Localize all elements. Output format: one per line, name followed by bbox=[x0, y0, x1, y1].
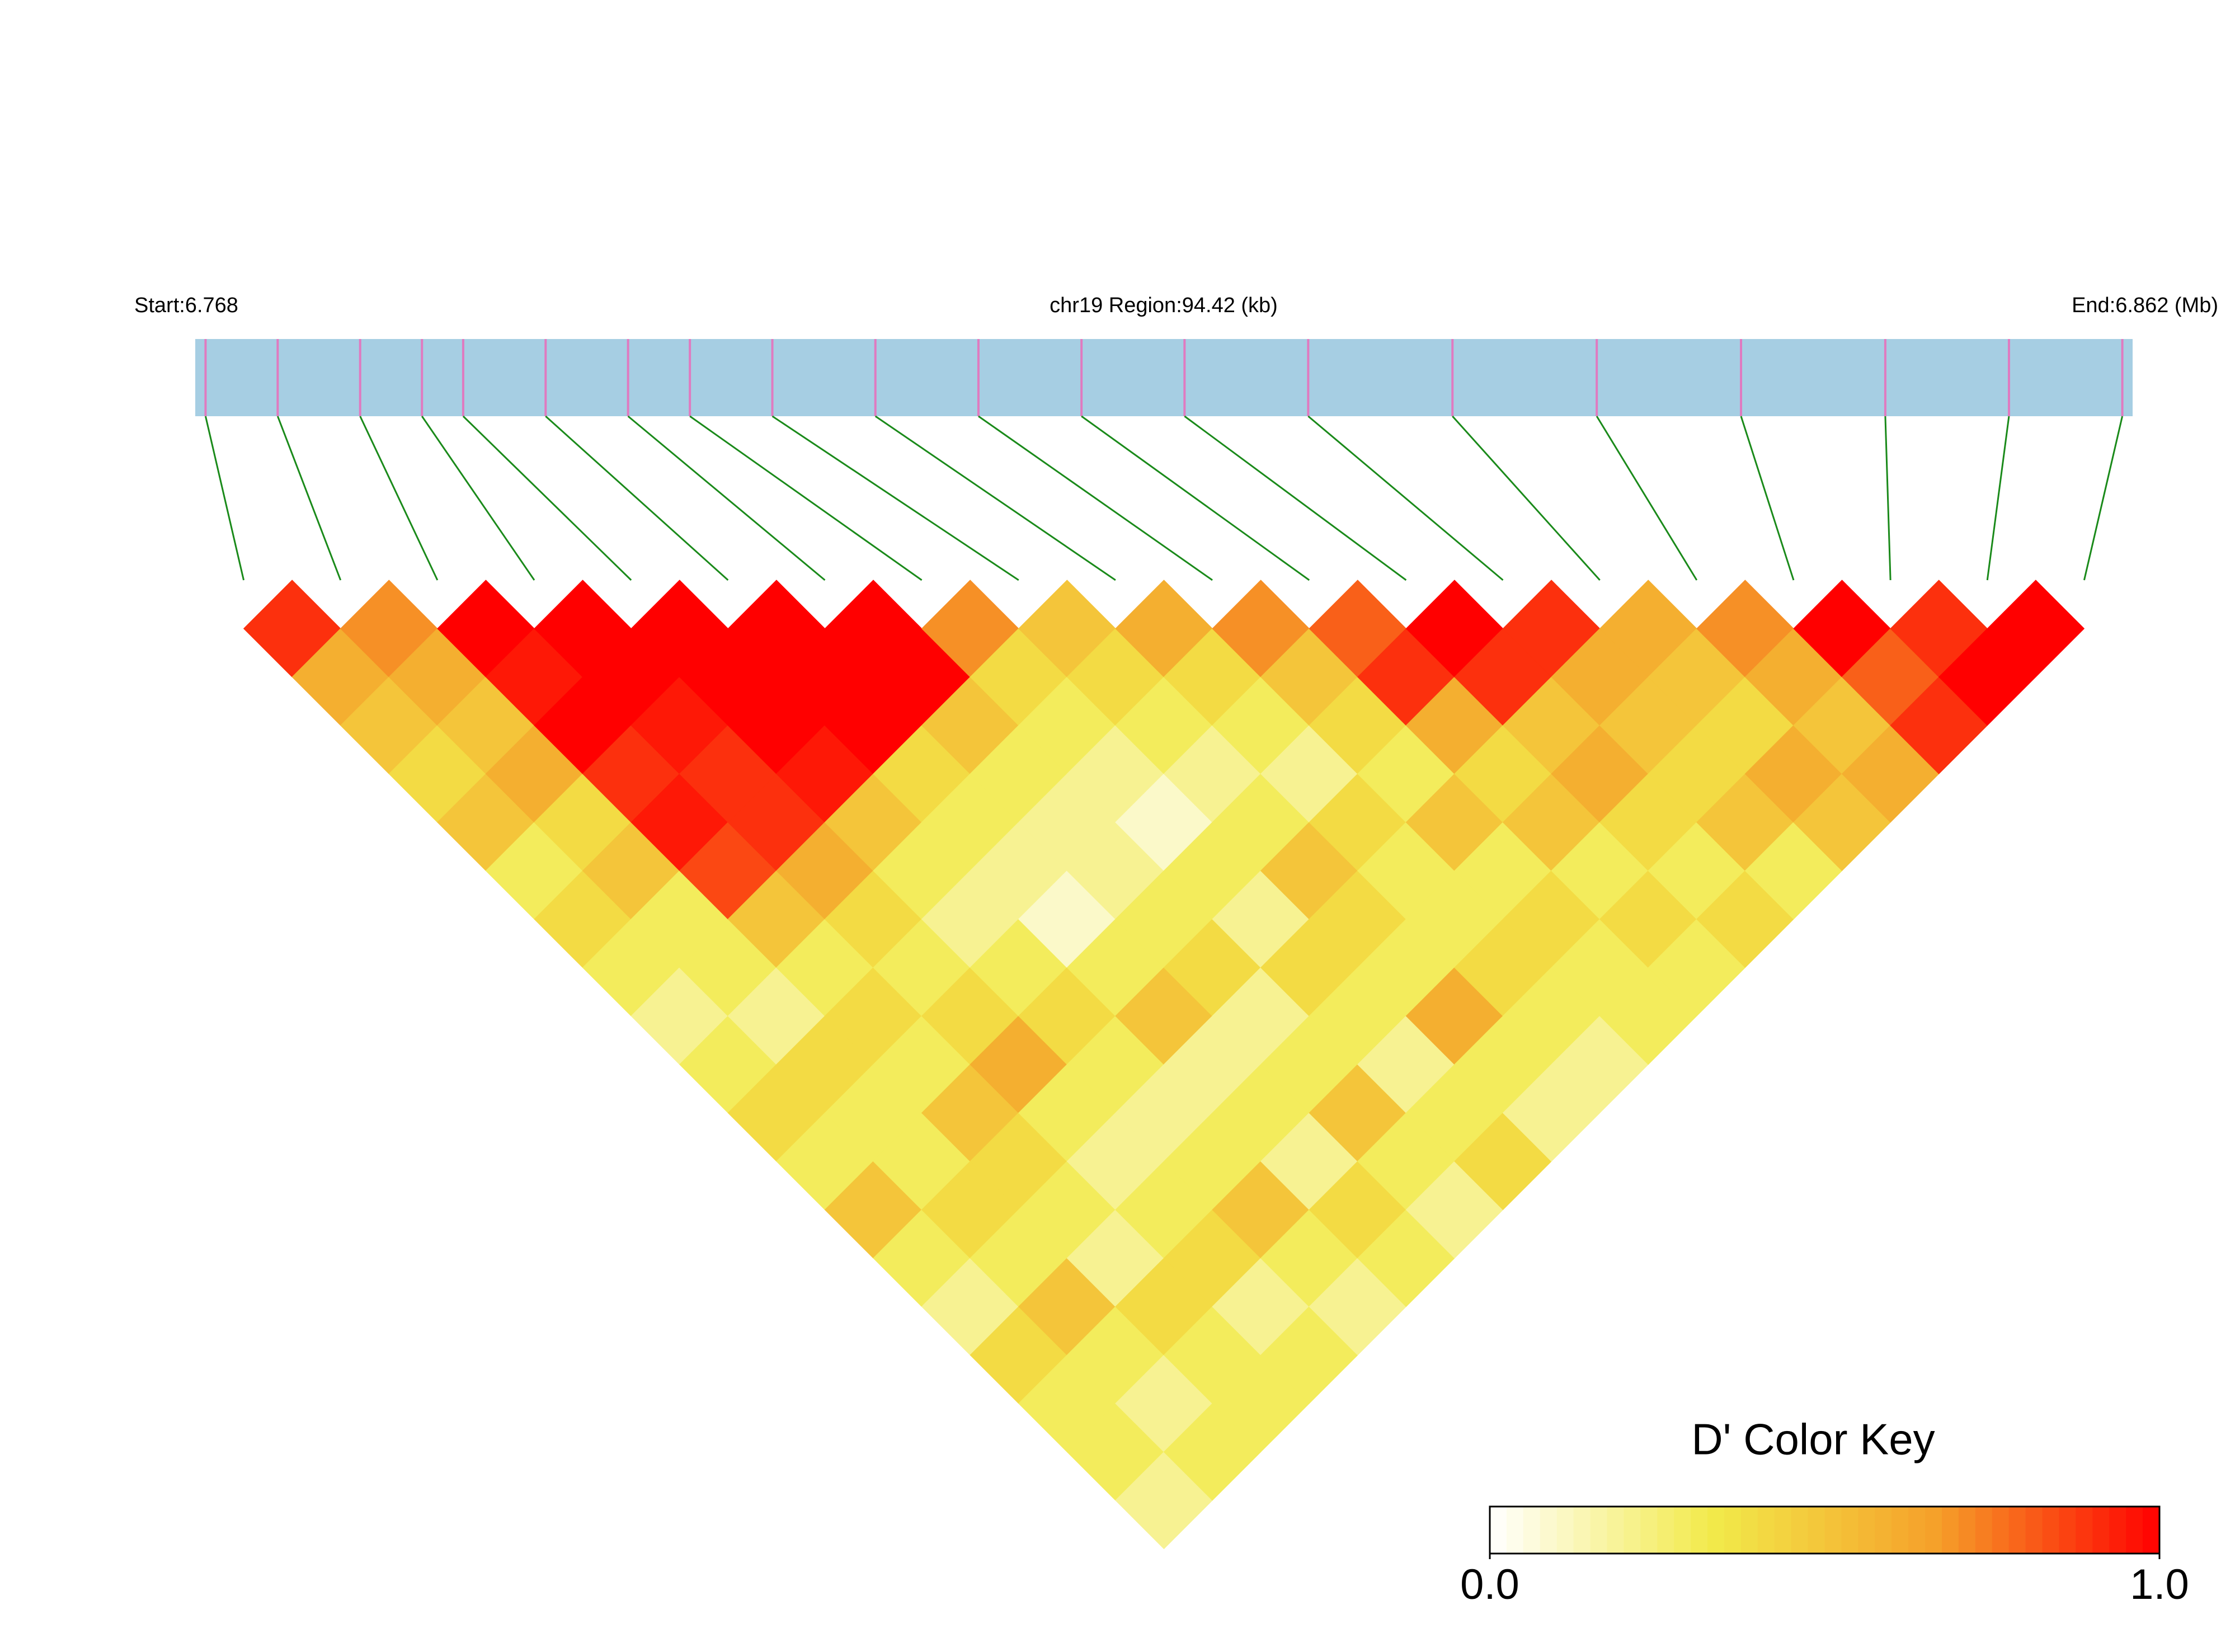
snp-link bbox=[1986, 416, 2010, 581]
color-key-swatch bbox=[1975, 1507, 1993, 1554]
snp-link bbox=[1184, 415, 1407, 581]
color-key-swatch bbox=[2025, 1507, 2043, 1554]
color-key-label: 1.0 bbox=[2130, 1561, 2189, 1608]
color-key-swatch bbox=[1774, 1507, 1792, 1554]
color-key-swatch bbox=[1891, 1507, 1909, 1554]
color-key-swatch bbox=[1791, 1507, 1809, 1554]
snp-bar bbox=[195, 339, 2133, 416]
color-key-swatch bbox=[2109, 1507, 2126, 1554]
color-key-swatch bbox=[1740, 1507, 1758, 1554]
color-key-swatch bbox=[1992, 1507, 2010, 1554]
ld-cell bbox=[1987, 580, 2085, 677]
color-key-swatch bbox=[1523, 1507, 1541, 1554]
color-key-swatch bbox=[1858, 1507, 1875, 1554]
snp-link bbox=[1452, 415, 1601, 581]
end-label: End:6.862 (Mb) bbox=[2072, 294, 2218, 317]
color-key-swatch bbox=[1590, 1507, 1607, 1554]
color-key-swatch bbox=[1674, 1507, 1691, 1554]
snp-link bbox=[874, 415, 1116, 581]
color-key-swatch bbox=[1875, 1507, 1892, 1554]
color-key-swatch bbox=[1841, 1507, 1858, 1554]
snp-link bbox=[462, 415, 632, 581]
color-key-swatch bbox=[1757, 1507, 1775, 1554]
snp-link bbox=[1307, 415, 1504, 581]
color-key-swatch bbox=[2076, 1507, 2093, 1554]
snp-link bbox=[421, 416, 535, 581]
snp-link bbox=[978, 415, 1213, 581]
snp-link bbox=[1884, 416, 1891, 581]
snp-link bbox=[359, 416, 439, 581]
snp-link bbox=[276, 416, 342, 581]
color-key-title: D' Color Key bbox=[1691, 1415, 1935, 1464]
snp-link bbox=[1740, 416, 1795, 581]
snp-link bbox=[545, 415, 729, 581]
color-key-swatch bbox=[1824, 1507, 1842, 1554]
color-key-swatch bbox=[1657, 1507, 1674, 1554]
color-key-border bbox=[1489, 1505, 2161, 1555]
snp-link bbox=[689, 415, 923, 581]
snp-link bbox=[2083, 416, 2124, 581]
color-key-swatch bbox=[1506, 1507, 1524, 1554]
color-key-swatch bbox=[1691, 1507, 1708, 1554]
color-key-swatch bbox=[2059, 1507, 2076, 1554]
color-key-label: 0.0 bbox=[1460, 1561, 1519, 1608]
snp-link bbox=[204, 416, 245, 581]
color-key-swatch bbox=[2008, 1507, 2026, 1554]
snp-link bbox=[1081, 415, 1310, 581]
color-key-swatch bbox=[2042, 1507, 2059, 1554]
color-key-swatch bbox=[2126, 1507, 2143, 1554]
color-key-swatch bbox=[1941, 1507, 1959, 1554]
region-label: chr19 Region:94.42 (kb) bbox=[1050, 294, 1278, 317]
color-key-swatch bbox=[1958, 1507, 1976, 1554]
color-key-swatch bbox=[1808, 1507, 1825, 1554]
snp-link bbox=[1596, 416, 1698, 581]
color-key-swatch bbox=[1908, 1507, 1926, 1554]
color-key-swatch bbox=[2143, 1507, 2160, 1554]
color-key-swatch bbox=[1540, 1507, 1558, 1554]
color-key-swatch bbox=[1707, 1507, 1725, 1554]
start-label: Start:6.768 bbox=[134, 294, 238, 317]
color-key-swatch bbox=[1573, 1507, 1591, 1554]
color-key-swatch bbox=[1640, 1507, 1658, 1554]
snp-link bbox=[771, 415, 1019, 581]
color-key-swatch bbox=[1490, 1507, 1507, 1554]
color-key-swatch bbox=[1556, 1507, 1574, 1554]
color-key-swatch bbox=[1724, 1507, 1742, 1554]
color-key-swatch bbox=[2092, 1507, 2110, 1554]
color-key-swatch bbox=[1624, 1507, 1641, 1554]
color-key-swatch bbox=[1925, 1507, 1942, 1554]
color-key-swatch bbox=[1607, 1507, 1624, 1554]
snp-link bbox=[627, 415, 826, 581]
